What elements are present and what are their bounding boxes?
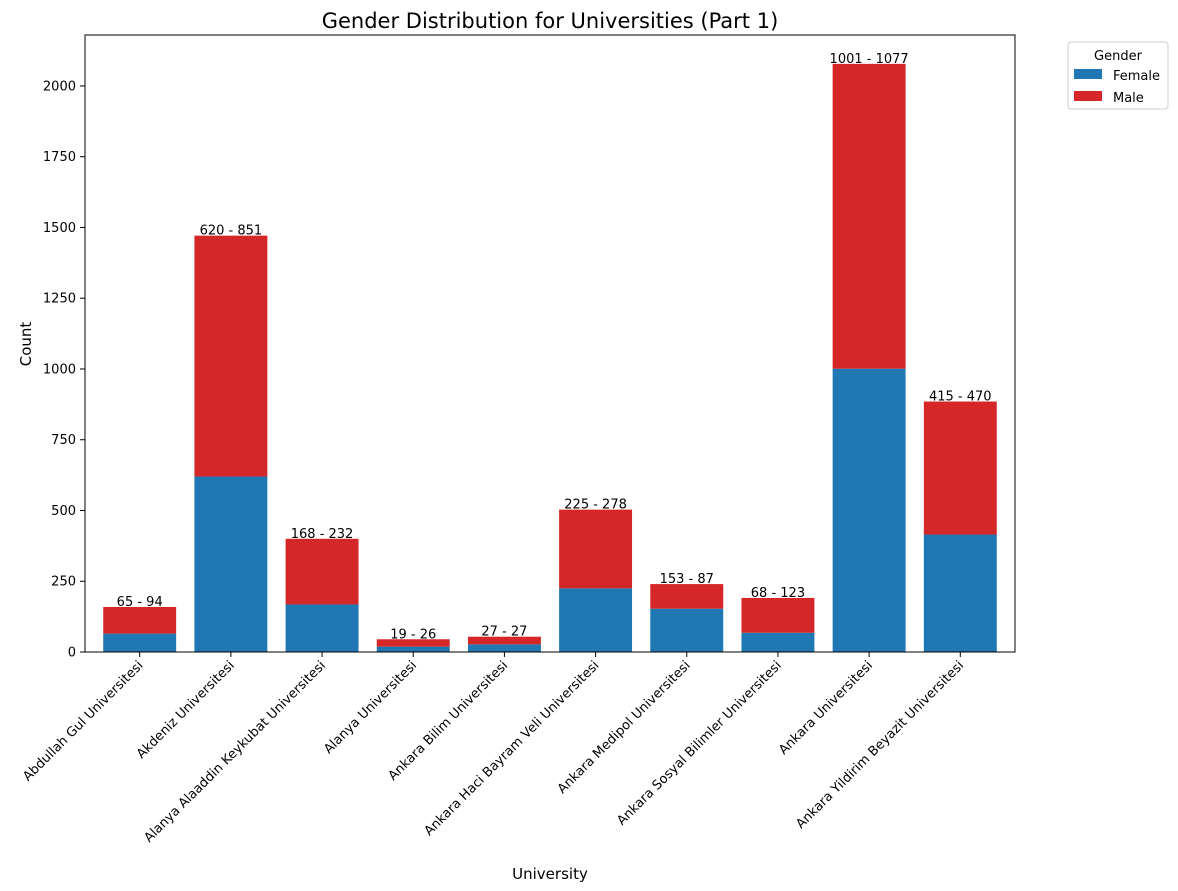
y-tick-label: 1750 xyxy=(43,150,76,165)
bar-total-label-ankara-medipol-universitesi: 153 - 87 xyxy=(660,572,714,587)
bar-total-label-ankara-haci-bayram-veli-universitesi: 225 - 278 xyxy=(564,498,627,513)
y-tick-label: 1500 xyxy=(43,221,76,236)
y-axis-label: Count xyxy=(17,322,35,367)
bar-male-alanya-universitesi xyxy=(376,639,450,647)
bar-labels-layer: 65 - 94 620 - 851 168 - 232 19 - 26 27 - 27 2… xyxy=(117,52,992,642)
y-tick-label: 500 xyxy=(51,504,76,519)
bar-female-alanya-alaaddin-keykubat-universitesi xyxy=(285,604,359,652)
x-axis-label: University xyxy=(512,865,588,883)
bar-male-abdullah-gul-universitesi xyxy=(103,606,177,634)
bar-female-alanya-universitesi xyxy=(376,646,450,652)
bar-total-label-ankara-yildirim-beyazit-universitesi: 415 - 470 xyxy=(929,390,992,405)
legend-swatch-male xyxy=(1074,91,1102,101)
legend-label-male: Male xyxy=(1113,91,1144,106)
bar-male-akdeniz-universitesi xyxy=(194,235,268,477)
bar-female-ankara-medipol-universitesi xyxy=(650,608,724,652)
bar-male-ankara-haci-bayram-veli-universitesi xyxy=(559,509,633,589)
legend-title: Gender xyxy=(1094,49,1143,64)
bar-female-ankara-universitesi xyxy=(832,368,906,652)
y-tick-label: 0 xyxy=(68,646,76,661)
y-tick-label: 250 xyxy=(51,575,76,590)
bar-total-label-alanya-alaaddin-keykubat-universitesi: 168 - 232 xyxy=(291,527,354,542)
y-axis: 0 250 500 750 1000 1250 1500 1750 2000 xyxy=(43,79,85,661)
legend-label-female: Female xyxy=(1113,69,1160,84)
y-tick-label: 750 xyxy=(51,433,76,448)
bar-female-ankara-sosyal-bilimler-universitesi xyxy=(741,632,815,652)
bar-female-ankara-yildirim-beyazit-universitesi xyxy=(923,534,997,652)
legend: Gender Female Male xyxy=(1067,41,1169,110)
legend-swatch-female xyxy=(1074,69,1102,79)
bar-total-label-ankara-universitesi: 1001 - 1077 xyxy=(830,52,909,67)
bar-female-ankara-haci-bayram-veli-universitesi xyxy=(559,588,633,652)
bar-total-label-ankara-sosyal-bilimler-universitesi: 68 - 123 xyxy=(751,586,805,601)
y-tick-label: 1250 xyxy=(43,292,76,307)
bar-female-abdullah-gul-universitesi xyxy=(103,633,177,652)
bar-total-label-ankara-bilim-universitesi: 27 - 27 xyxy=(481,625,527,640)
bar-female-ankara-bilim-universitesi xyxy=(467,644,541,652)
bar-total-label-abdullah-gul-universitesi: 65 - 94 xyxy=(117,595,163,610)
chart-title: Gender Distribution for Universities (Pa… xyxy=(322,9,779,33)
bar-total-label-alanya-universitesi: 19 - 26 xyxy=(390,627,436,642)
bar-male-ankara-yildirim-beyazit-universitesi xyxy=(923,401,997,535)
bar-female-akdeniz-universitesi xyxy=(194,476,268,652)
bar-male-ankara-sosyal-bilimler-universitesi xyxy=(741,597,815,633)
bar-male-ankara-medipol-universitesi xyxy=(650,584,724,609)
plot-frame xyxy=(84,34,1016,653)
bar-male-alanya-alaaddin-keykubat-universitesi xyxy=(285,538,359,605)
bar-male-ankara-bilim-universitesi xyxy=(467,636,541,645)
y-tick-label: 1000 xyxy=(43,362,76,377)
bar-total-label-akdeniz-universitesi: 620 - 851 xyxy=(200,224,263,239)
bars-layer xyxy=(103,63,997,652)
y-tick-label: 2000 xyxy=(43,79,76,94)
bar-male-ankara-universitesi xyxy=(832,63,906,369)
